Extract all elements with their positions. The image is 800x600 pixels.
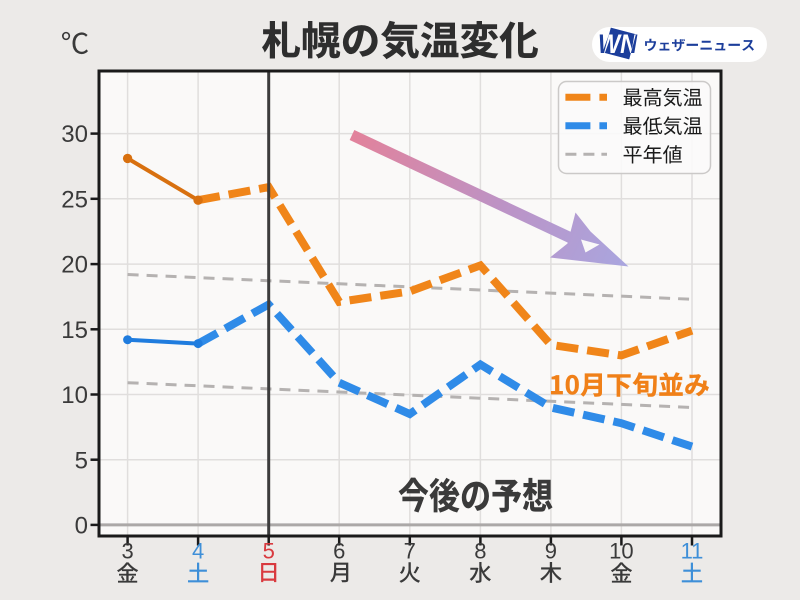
svg-text:10: 10 bbox=[61, 382, 88, 409]
svg-text:25: 25 bbox=[61, 186, 88, 213]
svg-text:9: 9 bbox=[545, 539, 557, 564]
svg-text:5: 5 bbox=[263, 539, 275, 564]
svg-text:4: 4 bbox=[192, 539, 204, 564]
svg-text:30: 30 bbox=[61, 121, 88, 148]
svg-text:0: 0 bbox=[75, 513, 88, 540]
svg-text:10: 10 bbox=[609, 539, 633, 564]
svg-text:3: 3 bbox=[121, 539, 133, 564]
svg-text:6: 6 bbox=[333, 539, 345, 564]
svg-text:WN: WN bbox=[598, 29, 637, 59]
svg-text:20: 20 bbox=[61, 252, 88, 279]
svg-text:15: 15 bbox=[61, 317, 88, 344]
svg-text:11: 11 bbox=[681, 539, 704, 564]
svg-text:7: 7 bbox=[404, 539, 416, 564]
svg-text:8: 8 bbox=[474, 539, 486, 564]
svg-text:5: 5 bbox=[75, 447, 88, 474]
